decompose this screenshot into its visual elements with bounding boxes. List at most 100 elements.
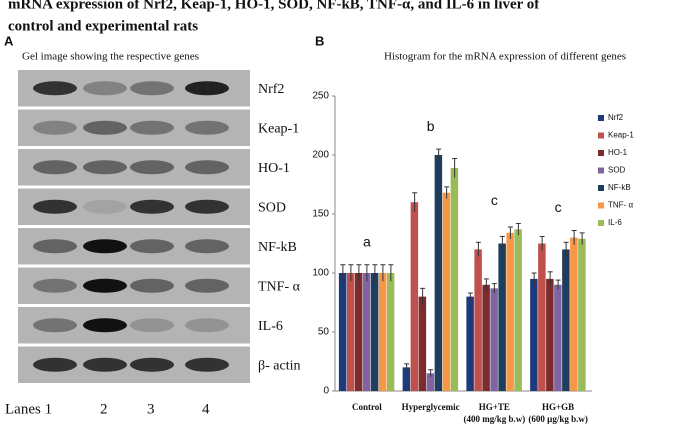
gene-label: Nrf2 — [258, 82, 284, 97]
gel-band — [33, 318, 77, 333]
figure-title: mRNA expression of Nrf2, Keap-1, HO-1, S… — [8, 0, 540, 12]
legend-swatch — [598, 132, 604, 139]
gel-band — [130, 318, 174, 333]
gene-label: IL-6 — [258, 319, 283, 334]
bar — [418, 296, 427, 391]
gel-band — [185, 81, 229, 96]
gel-band — [185, 357, 229, 372]
bar — [434, 155, 443, 391]
x-tick-label: Control — [352, 402, 382, 412]
lane-label: 3 — [147, 401, 155, 417]
bar — [474, 249, 482, 391]
y-tick-label: 150 — [312, 209, 329, 220]
legend-label: NF-kB — [608, 183, 631, 192]
bar — [490, 288, 498, 391]
gene-label: SOD — [258, 200, 286, 215]
legend-label: Keap-1 — [608, 131, 634, 140]
x-tick-label: HG+GB — [542, 402, 574, 412]
y-tick-label: 0 — [323, 386, 329, 397]
bar — [378, 273, 387, 391]
gel-band — [83, 239, 127, 254]
gel-band — [83, 357, 127, 372]
gel-band — [130, 357, 174, 372]
bar — [410, 202, 419, 391]
lane-label: Lanes 1 — [5, 401, 52, 417]
bar — [538, 243, 546, 391]
gel-band — [33, 357, 77, 372]
gel-band — [33, 239, 77, 254]
gel-band — [83, 199, 127, 214]
gel-band — [130, 81, 174, 96]
gel-band — [33, 160, 77, 175]
bar — [370, 273, 379, 391]
legend-label: TNF- α — [608, 201, 633, 210]
bar — [450, 167, 459, 391]
bar — [546, 278, 554, 391]
gel-strip — [18, 109, 250, 146]
gel-band — [33, 120, 77, 135]
x-tick-note: (600 µg/kg b.w) — [528, 414, 587, 424]
x-tick-label: Hyperglycemic — [402, 402, 460, 412]
legend-label: Nrf2 — [608, 113, 624, 122]
group-letter: b — [427, 118, 435, 134]
bar — [506, 232, 514, 391]
gene-label: HO-1 — [258, 161, 290, 176]
bar — [346, 273, 355, 391]
chart-title: Histogram for the mRNA expression of dif… — [384, 51, 626, 63]
bar — [426, 373, 435, 391]
legend-label: SOD — [608, 166, 626, 175]
gel-band — [185, 120, 229, 135]
gel-band — [83, 160, 127, 175]
gel-band — [130, 199, 174, 214]
legend-label: HO-1 — [608, 148, 628, 157]
bar — [466, 296, 474, 391]
gel-band — [83, 278, 127, 293]
group-letter: c — [491, 192, 498, 208]
gene-label: NF-kB — [258, 240, 297, 255]
bar — [570, 237, 578, 391]
x-tick-note: (400 mg/kg b.w) — [463, 414, 525, 424]
panel-label: B — [315, 33, 324, 48]
x-tick-label: HG+TE — [479, 402, 510, 412]
lane-label: 2 — [100, 401, 108, 417]
y-tick-label: 50 — [318, 327, 330, 338]
bar — [354, 273, 363, 391]
legend-swatch — [598, 167, 604, 174]
bar — [338, 273, 347, 391]
gel-band — [130, 120, 174, 135]
bar — [386, 273, 395, 391]
figure-title: control and experimental rats — [8, 18, 198, 34]
gel-band — [83, 81, 127, 96]
panel-label: A — [4, 33, 14, 48]
bar — [578, 238, 586, 391]
gene-label: TNF- α — [258, 279, 301, 294]
legend-label: IL-6 — [608, 218, 622, 227]
gel-band — [185, 278, 229, 293]
gel-band — [33, 199, 77, 214]
y-tick-label: 200 — [312, 150, 329, 161]
gel-band — [83, 318, 127, 333]
gel-strip — [18, 307, 250, 344]
gel-band — [185, 239, 229, 254]
bar — [402, 367, 411, 391]
group-letter: a — [363, 233, 371, 249]
legend-swatch — [598, 150, 604, 156]
group-letter: c — [555, 199, 562, 215]
bar — [562, 249, 570, 391]
bar — [514, 229, 522, 391]
gel-caption: Gel image showing the respective genes — [22, 51, 199, 63]
legend-swatch — [598, 115, 604, 121]
gel-band — [33, 81, 77, 96]
legend-swatch — [598, 202, 604, 209]
gel-band — [130, 239, 174, 254]
gel-band — [130, 160, 174, 175]
lane-label: 4 — [202, 401, 210, 417]
gel-band — [130, 278, 174, 293]
y-tick-label: 250 — [312, 91, 329, 102]
gel-band — [83, 120, 127, 135]
gel-band — [185, 318, 229, 333]
gene-label: β- actin — [258, 358, 301, 373]
legend-swatch — [598, 220, 604, 226]
gel-band — [185, 160, 229, 175]
